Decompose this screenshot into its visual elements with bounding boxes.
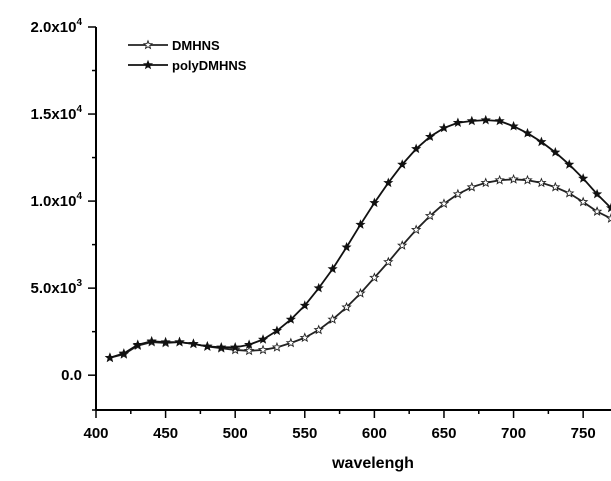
data-point <box>452 117 463 128</box>
data-point <box>397 159 408 169</box>
data-point <box>146 335 157 346</box>
data-point <box>160 336 171 347</box>
data-point <box>564 187 575 198</box>
data-point <box>271 325 282 336</box>
legend-label: DMHNS <box>172 38 220 53</box>
y-tick-label: 2.0x104 <box>31 17 83 36</box>
series-layer <box>104 114 611 363</box>
legend-marker <box>142 39 154 50</box>
data-point <box>369 197 380 208</box>
data-point <box>466 181 478 192</box>
data-point <box>174 336 185 347</box>
data-point <box>466 115 477 126</box>
data-point <box>341 241 352 252</box>
data-point <box>605 202 611 213</box>
data-point <box>550 181 561 192</box>
x-tick-label: 500 <box>223 425 248 442</box>
data-point <box>452 188 464 199</box>
data-point <box>355 219 366 229</box>
data-point <box>313 324 324 335</box>
data-point <box>438 198 450 209</box>
y-tick-label: 1.5x104 <box>31 104 83 123</box>
x-axis-title: wavelengh <box>331 455 414 472</box>
data-point <box>257 334 269 344</box>
y-tick-label: 0.0 <box>61 367 82 384</box>
data-point <box>508 173 519 184</box>
data-point <box>605 213 611 223</box>
data-point <box>132 339 143 350</box>
data-point <box>327 263 338 274</box>
data-point <box>202 341 213 351</box>
data-point <box>592 188 603 199</box>
data-point <box>230 342 241 352</box>
legend: DMHNS polyDMHNS <box>128 38 247 73</box>
data-point <box>285 314 296 324</box>
data-point <box>494 115 505 126</box>
data-point <box>536 136 547 147</box>
legend-item: polyDMHNS <box>128 58 247 73</box>
data-point <box>341 301 352 312</box>
data-point <box>216 342 227 352</box>
data-point <box>355 287 366 298</box>
data-point <box>578 173 589 183</box>
data-point <box>480 114 491 125</box>
data-point <box>299 332 310 343</box>
data-point <box>243 345 255 356</box>
series-polyDMHNS <box>104 114 611 363</box>
x-tick-label: 700 <box>501 425 526 442</box>
x-tick-label: 450 <box>153 425 178 442</box>
data-point <box>564 159 575 169</box>
data-point <box>244 339 255 350</box>
data-point <box>383 256 394 267</box>
data-point <box>522 174 533 185</box>
series-line <box>109 119 611 359</box>
data-point <box>257 344 269 355</box>
legend-label: polyDMHNS <box>172 58 247 73</box>
data-point <box>508 120 519 131</box>
data-point <box>425 131 436 141</box>
data-point <box>536 177 547 188</box>
data-point <box>480 177 491 188</box>
data-point <box>118 348 129 358</box>
data-point <box>299 300 310 310</box>
data-point <box>369 272 380 283</box>
data-point <box>411 143 422 154</box>
axes: 400 450 500 550 600 650 700 750 0.0 5.0x103 1.0x10… <box>31 17 611 442</box>
series-DMHNS <box>104 173 611 363</box>
legend-item: DMHNS <box>128 38 220 53</box>
data-point <box>188 338 199 349</box>
data-point <box>327 314 338 324</box>
data-point <box>577 196 589 207</box>
data-point <box>104 352 115 363</box>
data-point <box>313 282 324 293</box>
x-tick-label: 400 <box>83 425 108 442</box>
series-line <box>109 178 611 359</box>
data-point <box>285 337 297 348</box>
data-point <box>438 122 450 133</box>
data-point <box>550 147 561 157</box>
x-tick-label: 600 <box>362 425 387 442</box>
data-point <box>397 240 408 250</box>
data-point <box>591 206 603 216</box>
data-point <box>383 177 394 188</box>
x-tick-label: 550 <box>292 425 317 442</box>
x-tick-label: 650 <box>431 425 456 442</box>
data-point <box>271 341 283 352</box>
y-tick-label: 1.0x104 <box>31 191 83 210</box>
legend-marker <box>142 59 154 70</box>
data-point <box>494 174 505 185</box>
data-point <box>522 127 533 138</box>
x-tick-label: 750 <box>571 425 596 442</box>
y-tick-label: 5.0x103 <box>31 278 83 297</box>
data-point <box>424 210 436 221</box>
data-point <box>410 224 422 235</box>
